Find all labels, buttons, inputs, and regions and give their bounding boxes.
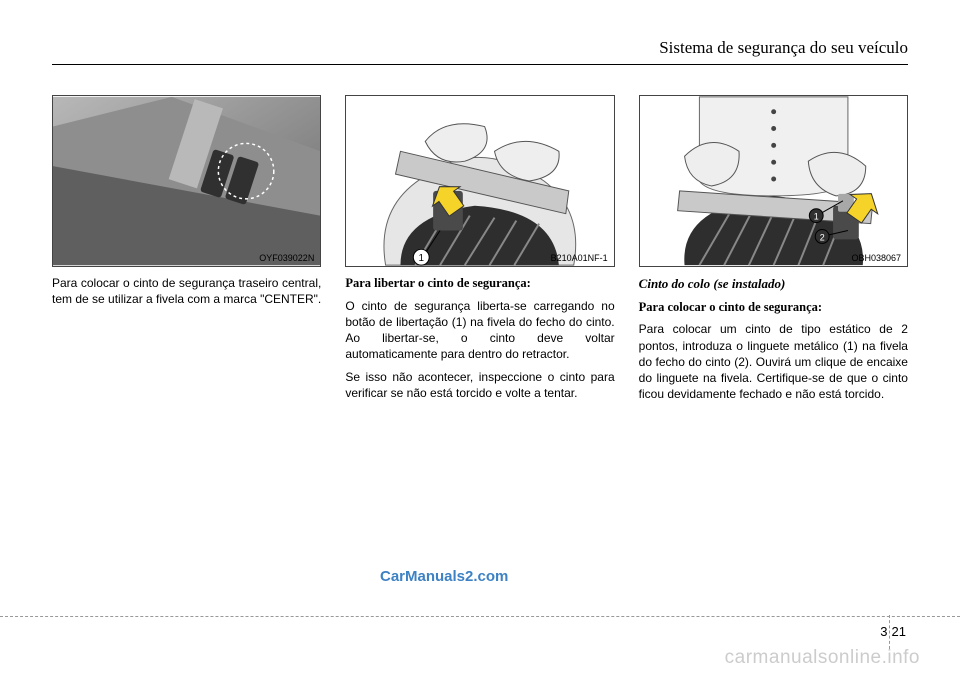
watermark-carmanuals2: CarManuals2.com <box>380 568 508 585</box>
col3-heading-1: Cinto do colo (se instalado) <box>639 275 908 293</box>
col2-heading: Para libertar o cinto de segurança: <box>345 275 614 292</box>
figure-2-label: B210A01NF-1 <box>551 253 608 263</box>
col3-heading-2: Para colocar o cinto de segurança: <box>639 299 908 316</box>
content-columns: OYF039022N Para colocar o cinto de segur… <box>52 95 908 408</box>
page-in-chapter: 21 <box>892 624 906 639</box>
footer-dashed-horizontal <box>0 616 960 617</box>
col2-paragraph-1: O cinto de segurança liberta-se carregan… <box>345 298 614 363</box>
col1-paragraph-1: Para colocar o cinto de segurança trasei… <box>52 275 321 307</box>
seat-belt-buckle-illustration <box>53 96 320 266</box>
figure-3-label: OBH038067 <box>851 253 901 263</box>
col2-paragraph-2: Se isso não acontecer, inspeccione o cin… <box>345 369 614 401</box>
watermark-carmanualsonline: carmanualsonline.info <box>725 647 920 669</box>
figure-3: 1 2 OBH038067 <box>639 95 908 267</box>
column-3: 1 2 OBH038067 Cinto do colo (se instalad… <box>639 95 908 408</box>
column-2: 1 B210A01NF-1 Para libertar o cinto de s… <box>345 95 614 408</box>
svg-text:2: 2 <box>819 232 824 242</box>
svg-text:1: 1 <box>419 253 425 264</box>
col3-paragraph-1: Para colocar um cinto de tipo estático d… <box>639 321 908 402</box>
figure-2: 1 B210A01NF-1 <box>345 95 614 267</box>
chapter-number: 3 <box>880 624 887 639</box>
manual-page: Sistema de segurança do seu veículo <box>0 0 960 689</box>
figure-1-label: OYF039022N <box>259 253 314 263</box>
column-1: OYF039022N Para colocar o cinto de segur… <box>52 95 321 408</box>
page-header: Sistema de segurança do seu veículo <box>52 38 908 65</box>
lap-belt-illustration: 1 2 <box>640 96 907 266</box>
page-number: 3 21 <box>880 624 906 639</box>
release-belt-illustration: 1 <box>346 96 613 266</box>
figure-1: OYF039022N <box>52 95 321 267</box>
svg-text:1: 1 <box>813 212 818 222</box>
